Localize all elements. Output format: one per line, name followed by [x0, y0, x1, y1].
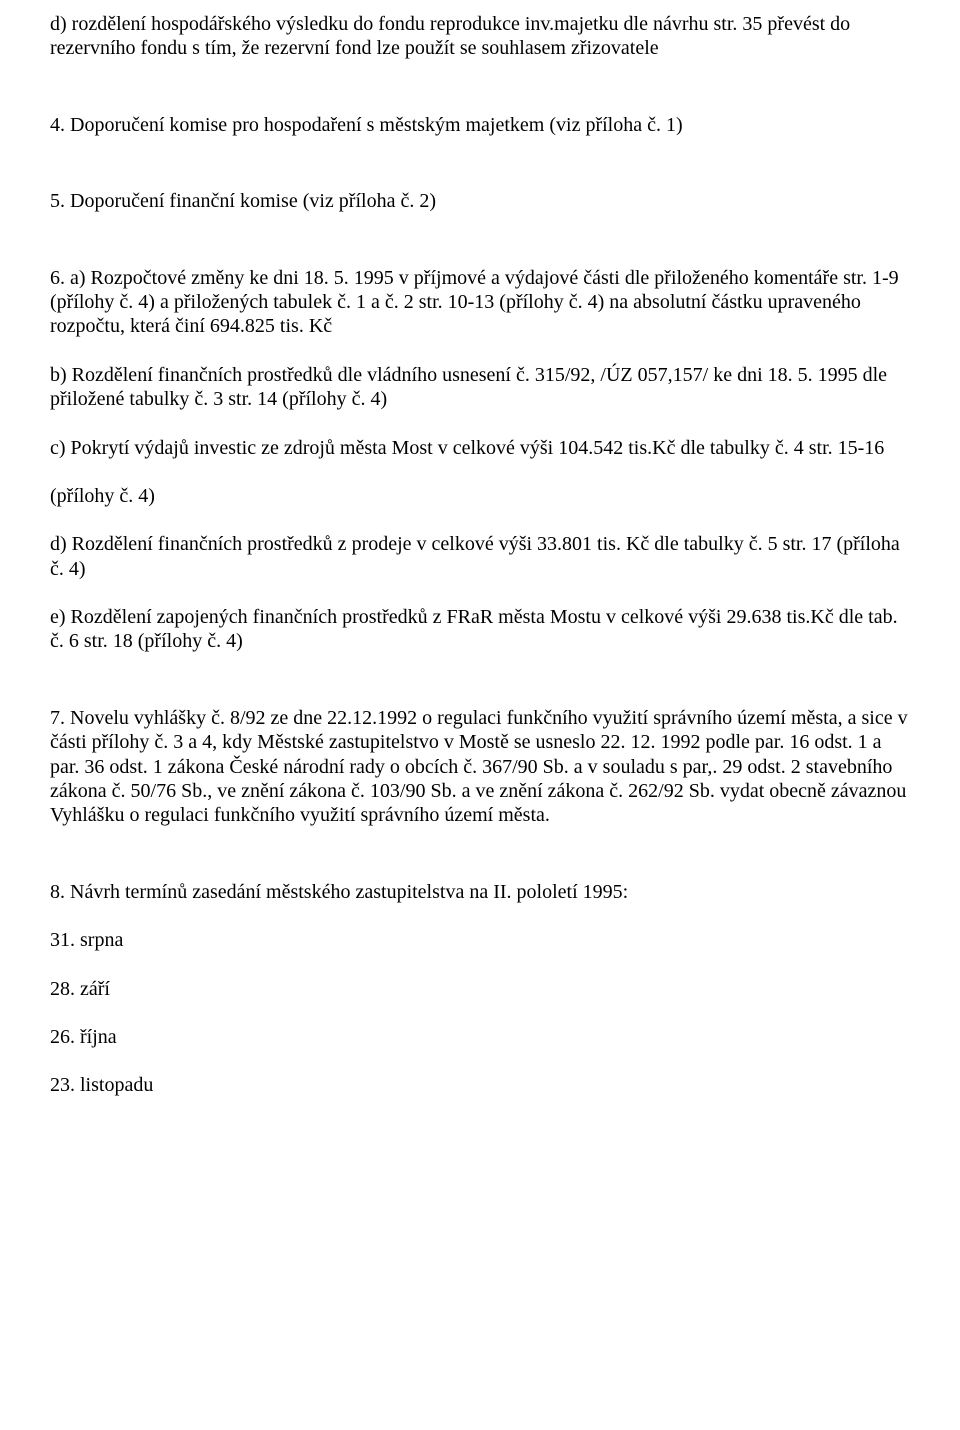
date-26-rijna: 26. října: [50, 1025, 910, 1049]
date-31-srpna: 31. srpna: [50, 928, 910, 952]
paragraph-6c-pokryti-vydaju: c) Pokrytí výdajů investic ze zdrojů měs…: [50, 436, 910, 460]
paragraph-d-rozdeleni: d) rozdělení hospodářského výsledku do f…: [50, 12, 910, 61]
paragraph-6a-rozpoctove-zmeny: 6. a) Rozpočtové změny ke dni 18. 5. 199…: [50, 266, 910, 339]
paragraph-6b-rozdeleni-vladni: b) Rozdělení finančních prostředků dle v…: [50, 363, 910, 412]
paragraph-6e-rozdeleni-frar: e) Rozdělení zapojených finančních prost…: [50, 605, 910, 654]
paragraph-6d-rozdeleni-prodej: d) Rozdělení finančních prostředků z pro…: [50, 532, 910, 581]
date-28-zari: 28. září: [50, 977, 910, 1001]
paragraph-8-navrh-terminu: 8. Návrh termínů zasedání městského zast…: [50, 880, 910, 904]
paragraph-5-doporuceni-financni: 5. Doporučení finanční komise (viz přílo…: [50, 189, 910, 213]
paragraph-4-doporuceni-komise: 4. Doporučení komise pro hospodaření s m…: [50, 113, 910, 137]
paragraph-7-novela-vyhlasky: 7. Novelu vyhlášky č. 8/92 ze dne 22.12.…: [50, 706, 910, 828]
date-23-listopadu: 23. listopadu: [50, 1073, 910, 1097]
paragraph-6c-prilohy: (přílohy č. 4): [50, 484, 910, 508]
